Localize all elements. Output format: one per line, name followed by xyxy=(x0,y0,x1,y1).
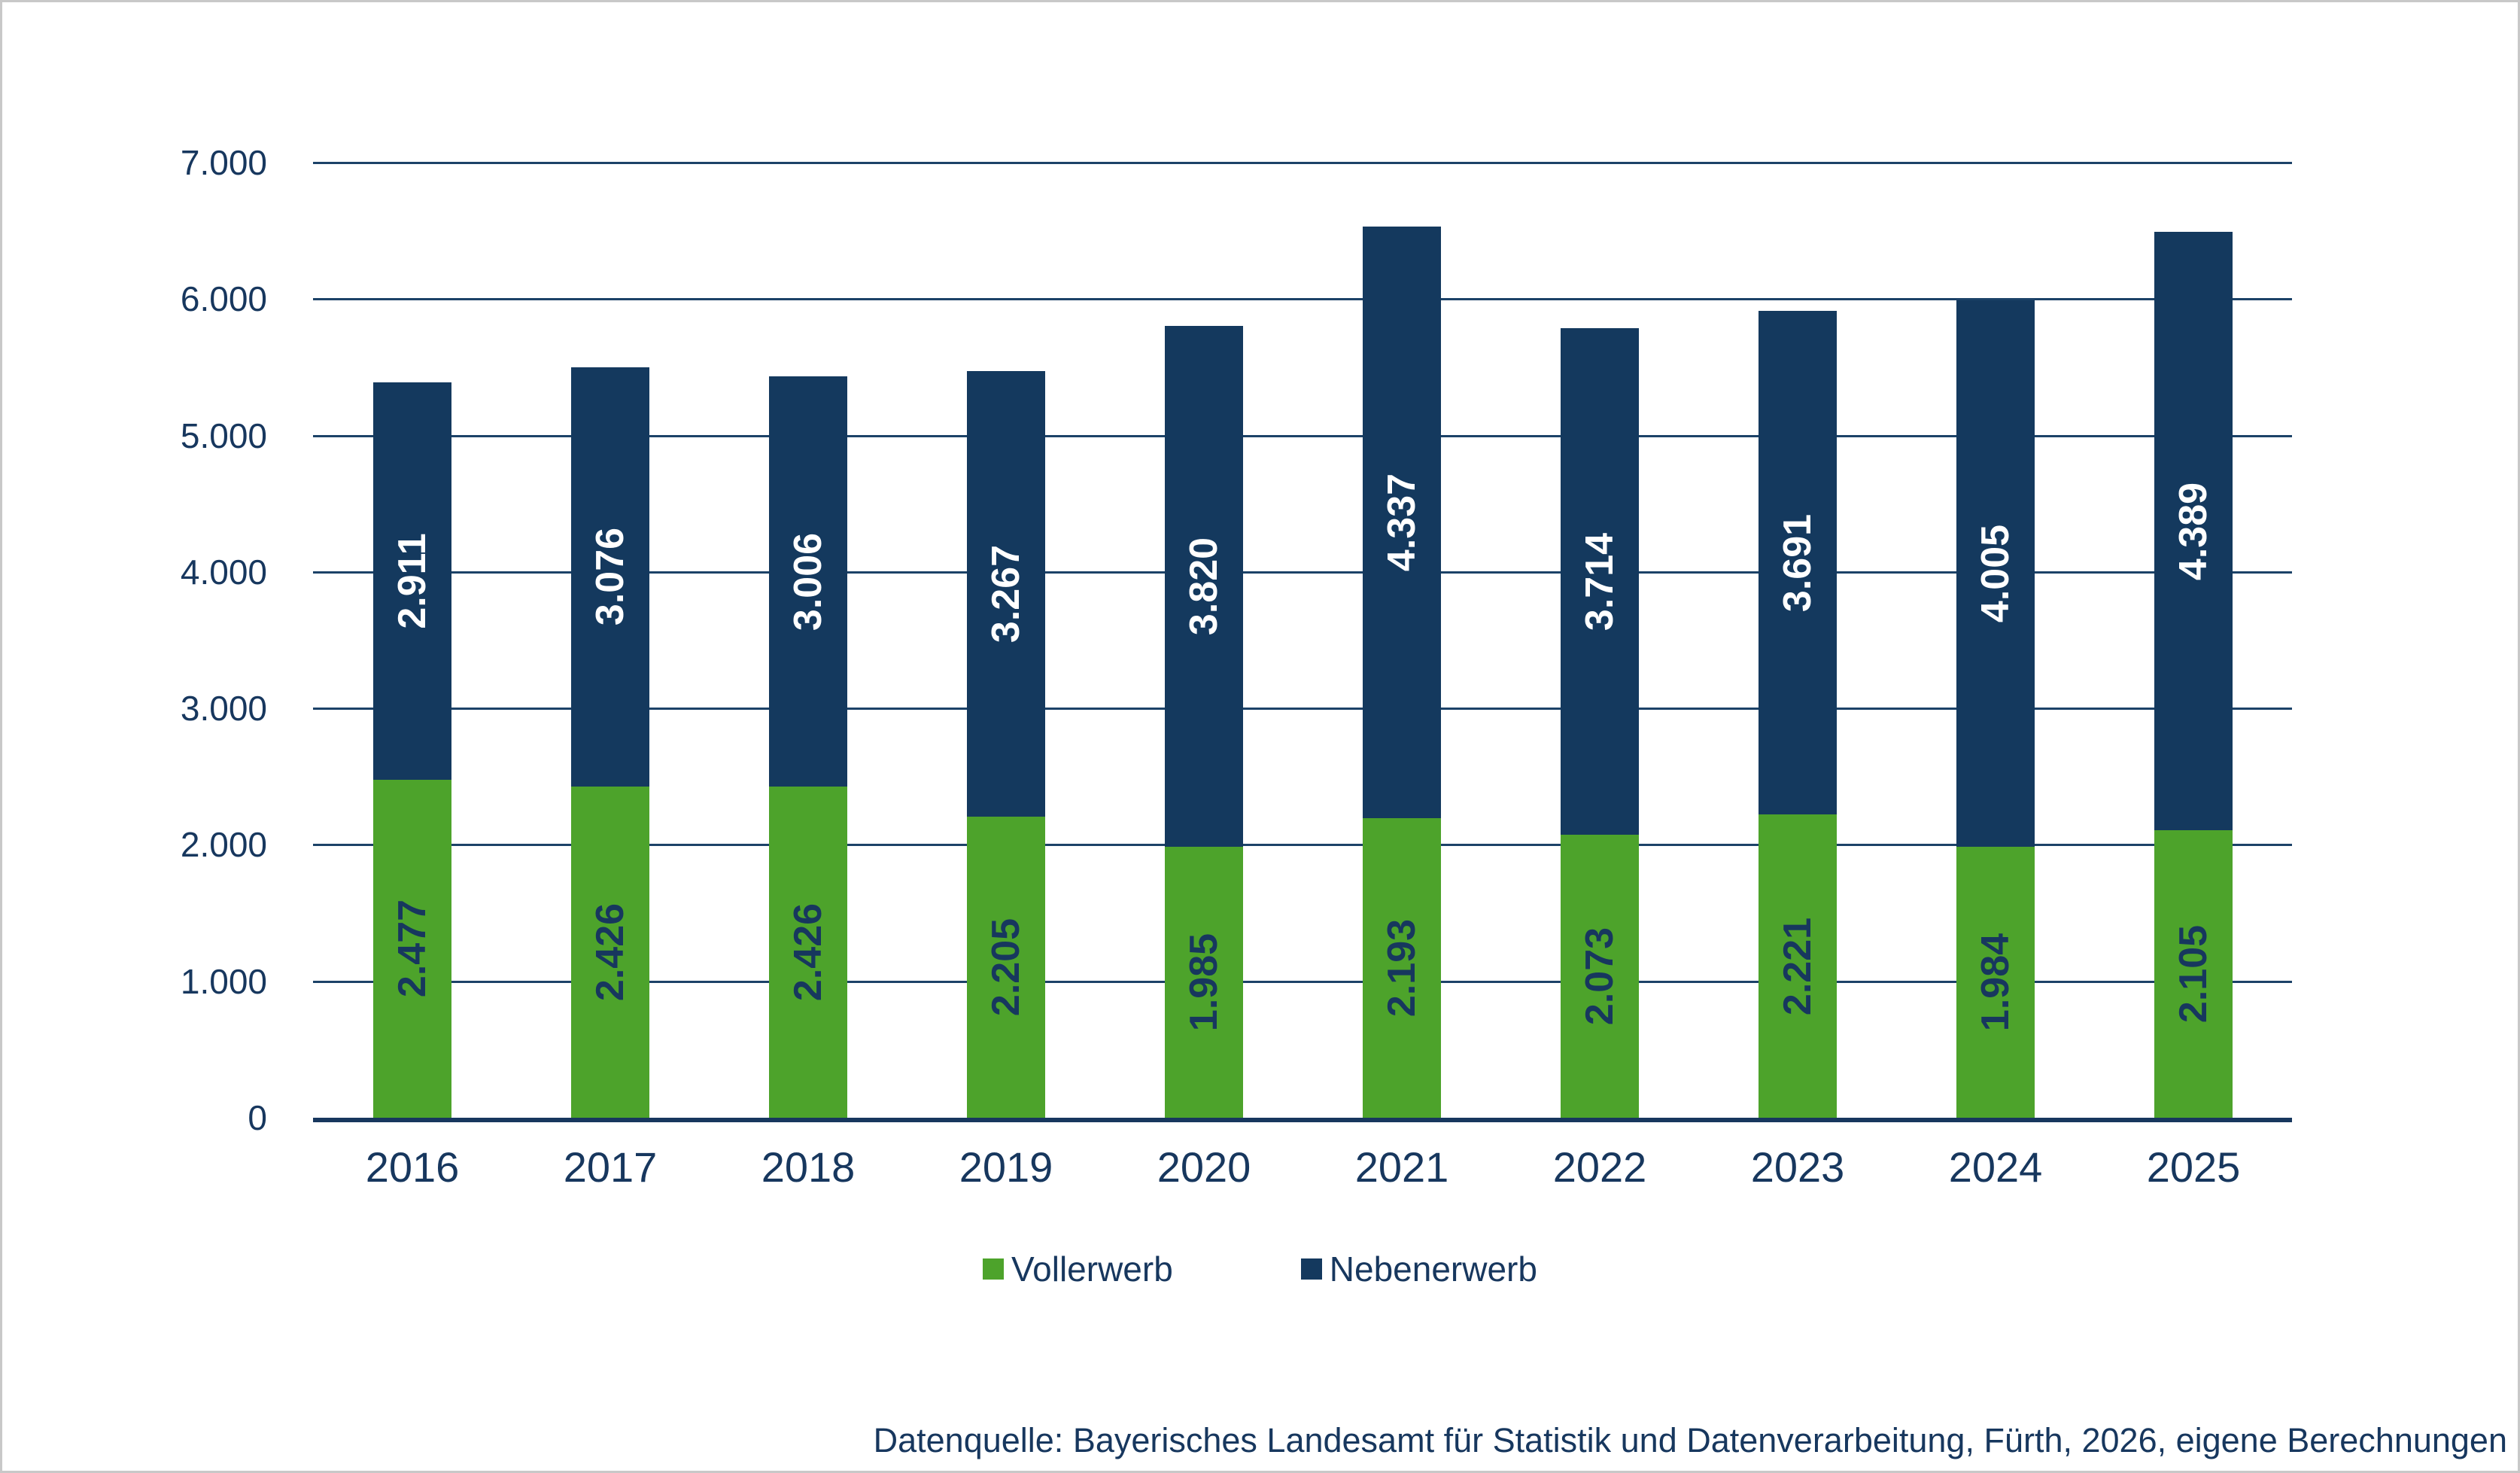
bar-segment-nebenerwerb-2024 xyxy=(1956,300,2035,848)
bar-label-vollerwerb-2018: 2.426 xyxy=(786,903,830,1002)
gridline-5000 xyxy=(313,434,2292,437)
bar-label-vollerwerb-2020: 1.985 xyxy=(1182,933,1226,1032)
x-tick-label-2018: 2018 xyxy=(761,1143,856,1191)
y-tick-label-3000: 3.000 xyxy=(180,689,267,729)
x-tick-label-2022: 2022 xyxy=(1552,1143,1647,1191)
bar-segment-nebenerwerb-2018 xyxy=(769,376,847,787)
legend-item-nebenerwerb: Nebenerwerb xyxy=(1300,1249,1537,1289)
x-tick-label-2024: 2024 xyxy=(1948,1143,2043,1191)
legend-swatch-nebenerwerb xyxy=(1300,1258,1322,1280)
gridline-1000 xyxy=(313,980,2292,983)
bar-label-nebenerwerb-2022: 3.714 xyxy=(1578,532,1622,631)
legend-label-nebenerwerb: Nebenerwerb xyxy=(1329,1249,1537,1289)
bar-label-nebenerwerb-2020: 3.820 xyxy=(1182,537,1226,635)
bar-segment-vollerwerb-2017 xyxy=(571,787,649,1118)
gridline-4000 xyxy=(313,571,2292,574)
bar-segment-nebenerwerb-2017 xyxy=(571,367,649,787)
bar-label-nebenerwerb-2019: 3.267 xyxy=(984,545,1028,644)
bar-segment-vollerwerb-2016 xyxy=(373,779,451,1118)
bar-label-nebenerwerb-2016: 2.911 xyxy=(391,533,434,629)
bar-segment-vollerwerb-2019 xyxy=(967,817,1045,1118)
bar-segment-vollerwerb-2024 xyxy=(1956,847,2035,1118)
bar-segment-vollerwerb-2025 xyxy=(2154,830,2233,1118)
bar-segment-nebenerwerb-2023 xyxy=(1759,311,1837,815)
bar-segment-nebenerwerb-2022 xyxy=(1561,327,1639,835)
gridline-7000 xyxy=(313,162,2292,164)
bar-segment-nebenerwerb-2020 xyxy=(1165,325,1243,848)
y-tick-label-4000: 4.000 xyxy=(180,552,267,592)
x-tick-label-2025: 2025 xyxy=(2146,1143,2241,1191)
bar-segment-nebenerwerb-2019 xyxy=(967,371,1045,817)
y-tick-label-5000: 5.000 xyxy=(180,415,267,455)
bar-label-vollerwerb-2016: 2.477 xyxy=(391,899,434,998)
x-tick-label-2021: 2021 xyxy=(1354,1143,1449,1191)
bar-label-vollerwerb-2021: 2.193 xyxy=(1380,919,1424,1018)
gridline-2000 xyxy=(313,844,2292,847)
x-axis-line xyxy=(313,1118,2292,1122)
bar-label-nebenerwerb-2018: 3.006 xyxy=(786,532,830,631)
bar-segment-nebenerwerb-2021 xyxy=(1363,227,1441,819)
bar-segment-vollerwerb-2022 xyxy=(1561,835,1639,1118)
bar-segment-vollerwerb-2018 xyxy=(769,787,847,1118)
bar-segment-nebenerwerb-2025 xyxy=(2154,231,2233,831)
y-tick-label-7000: 7.000 xyxy=(180,143,267,182)
source-note: Datenquelle: Bayerisches Landesamt für S… xyxy=(873,1421,2507,1459)
bar-label-vollerwerb-2024: 1.984 xyxy=(1974,933,2017,1032)
bar-label-nebenerwerb-2025: 4.389 xyxy=(2172,482,2215,580)
bar-label-nebenerwerb-2017: 3.076 xyxy=(588,528,632,626)
y-tick-label-6000: 6.000 xyxy=(180,279,267,319)
bar-label-nebenerwerb-2024: 4.005 xyxy=(1974,525,2017,623)
legend-swatch-vollerwerb xyxy=(983,1258,1005,1280)
bar-segment-nebenerwerb-2016 xyxy=(373,382,451,780)
legend: Vollerwerb Nebenerwerb xyxy=(2,1250,2518,1288)
bar-segment-vollerwerb-2023 xyxy=(1759,814,1837,1118)
legend-label-vollerwerb: Vollerwerb xyxy=(1011,1249,1173,1289)
y-tick-label-0: 0 xyxy=(248,1098,267,1137)
bar-label-vollerwerb-2023: 2.221 xyxy=(1776,917,1819,1015)
bar-segment-vollerwerb-2020 xyxy=(1165,847,1243,1118)
legend-item-vollerwerb: Vollerwerb xyxy=(983,1250,1173,1288)
x-tick-label-2019: 2019 xyxy=(959,1143,1053,1191)
bar-label-nebenerwerb-2021: 4.337 xyxy=(1380,473,1424,572)
x-tick-label-2023: 2023 xyxy=(1750,1143,1845,1191)
bar-label-vollerwerb-2022: 2.073 xyxy=(1578,927,1622,1026)
x-tick-label-2017: 2017 xyxy=(563,1143,658,1191)
bar-label-vollerwerb-2025: 2.105 xyxy=(2172,925,2215,1024)
x-tick-label-2020: 2020 xyxy=(1157,1143,1251,1191)
y-tick-label-1000: 1.000 xyxy=(180,961,267,1001)
bar-label-vollerwerb-2017: 2.426 xyxy=(588,903,632,1002)
y-tick-label-2000: 2.000 xyxy=(180,825,267,865)
gridline-3000 xyxy=(313,708,2292,711)
bar-label-nebenerwerb-2023: 3.691 xyxy=(1776,513,1819,612)
bar-label-vollerwerb-2019: 2.205 xyxy=(984,918,1028,1017)
gridline-6000 xyxy=(313,298,2292,301)
x-tick-label-2016: 2016 xyxy=(365,1143,460,1191)
bar-segment-vollerwerb-2021 xyxy=(1363,818,1441,1118)
